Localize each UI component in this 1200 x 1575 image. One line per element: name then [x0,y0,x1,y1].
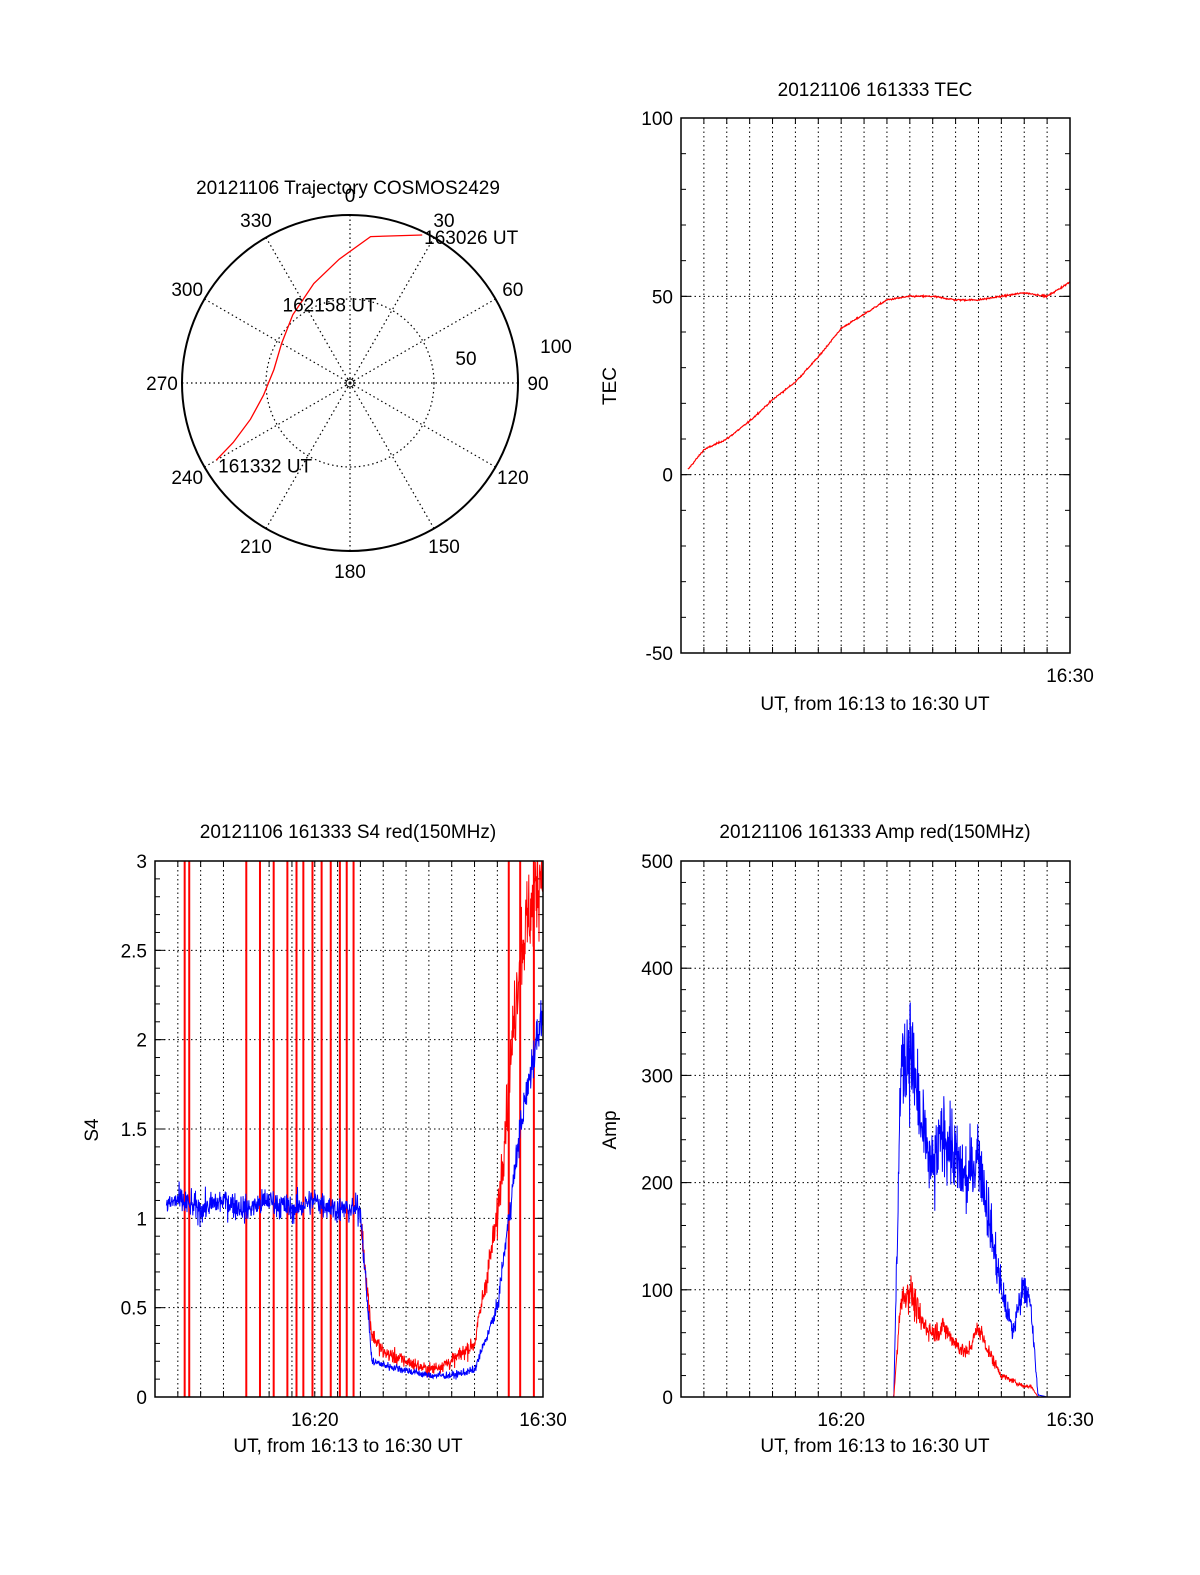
polar-trajectory-series [215,234,423,461]
y-tick-label: 2.5 [121,941,147,962]
tec-xlabel: UT, from 16:13 to 16:30 UT [760,694,990,715]
tec-title: 20121106 161333 TEC [778,80,973,101]
s4-xlabel: UT, from 16:13 to 16:30 UT [233,1436,463,1457]
polar-azimuth-label: 120 [497,468,529,489]
polar-spoke [349,382,496,468]
polar-spoke [349,237,435,384]
polar-azimuth-label: 90 [527,374,548,395]
polar-azimuth-label: 150 [428,537,460,558]
plot-area: 100 50 0 -50 16:30 [641,109,1093,687]
tec-ylabel: TEC [600,367,621,405]
y-tick-label: 1.5 [121,1120,147,1141]
polar-annotations: 163026 UT 162158 UT 161332 UT [218,228,518,477]
tec-chart: 20121106 161333 TEC UT, from 16:13 to 16… [600,80,1094,715]
series-layer [685,1002,1070,1397]
series-layer [687,281,1070,470]
polar-title: 20121106 Trajectory COSMOS2429 [196,178,500,199]
amp-ylabel: Amp [600,1110,621,1149]
s4-blue-series [165,1000,543,1380]
y-tick-label: 2 [136,1031,147,1052]
polar-grid [181,214,519,552]
plot-frame [680,117,1071,654]
s4-title: 20121106 161333 S4 red(150MHz) [200,822,496,843]
y-tick-label: 400 [641,959,673,980]
polar-azimuth-label: 210 [240,537,272,558]
polar-azimuth-label: 240 [171,468,203,489]
y-tick-label: 3 [136,852,147,873]
y-tick-label: 1 [136,1209,147,1230]
polar-trajectory-line [215,234,423,461]
amp-red-series [685,1275,1070,1397]
polar-radial-label: 50 [455,349,476,370]
polar-spoke [265,382,351,529]
x-tick-label: 16:30 [1046,1410,1094,1431]
y-tick-label: 500 [641,852,673,873]
polar-azimuth-label: 30 [433,211,454,232]
amp-xlabel: UT, from 16:13 to 16:30 UT [760,1436,990,1457]
y-tick-label: 200 [641,1174,673,1195]
polar-time-annotation: 161332 UT [218,456,312,477]
x-tick-label: 16:30 [519,1410,567,1431]
polar-azimuth-label: 300 [171,280,203,301]
s4-red-series [359,861,543,1378]
amp-chart: 20121106 161333 Amp red(150MHz) UT, from… [600,822,1094,1457]
s4-ylabel: S4 [82,1118,103,1142]
y-tick-label: 100 [641,1281,673,1302]
polar-azimuth-labels: 0 30 60 90 120 150 180 210 240 270 300 330 [146,186,548,583]
polar-time-annotation: 162158 UT [283,295,377,316]
polar-center-mark [345,378,355,388]
polar-azimuth-label: 270 [146,374,178,395]
y-tick-label: 300 [641,1066,673,1087]
y-tick-label: -50 [646,644,673,665]
polar-spoke [204,382,351,468]
polar-time-annotation: 163026 UT [424,228,518,249]
polar-spoke [349,382,435,529]
amp-blue-series [685,1002,1070,1397]
polar-azimuth-label: 0 [345,186,356,207]
x-tick-label: 16:20 [817,1410,865,1431]
polar-azimuth-label: 60 [502,280,523,301]
y-tick-label: 0 [662,1388,673,1409]
polar-azimuth-label: 330 [240,211,272,232]
plot-area: 500 400 300 200 100 0 16:20 16:30 [641,852,1093,1431]
series-layer [165,861,543,1397]
x-tick-label: 16:30 [1046,666,1094,687]
polar-inner-ring [265,298,435,468]
y-tick-label: 0 [136,1388,147,1409]
polar-azimuth-label: 180 [334,562,366,583]
plot-frame [154,860,544,1398]
polar-radial-label: 100 [540,337,572,358]
amp-title: 20121106 161333 Amp red(150MHz) [719,822,1030,843]
y-tick-label: 100 [641,109,673,130]
plot-frame [680,860,1071,1398]
trajectory-polar-plot: 20121106 Trajectory COSMOS2429 0 30 60 90 12… [146,178,572,583]
plot-area: 3 2.5 2 1.5 1 0.5 0 16:20 16:30 [121,852,567,1431]
y-tick-label: 0.5 [121,1299,147,1320]
polar-spoke [265,237,351,384]
y-tick-label: 50 [652,287,673,308]
polar-radial-labels: 50 100 [455,337,571,370]
s4-chart: 20121106 161333 S4 red(150MHz) UT, from … [82,822,567,1457]
polar-spoke [349,298,496,384]
x-tick-label: 16:20 [291,1410,339,1431]
polar-spoke [204,298,351,384]
tec-series-line [687,281,1070,470]
y-tick-label: 0 [662,466,673,487]
